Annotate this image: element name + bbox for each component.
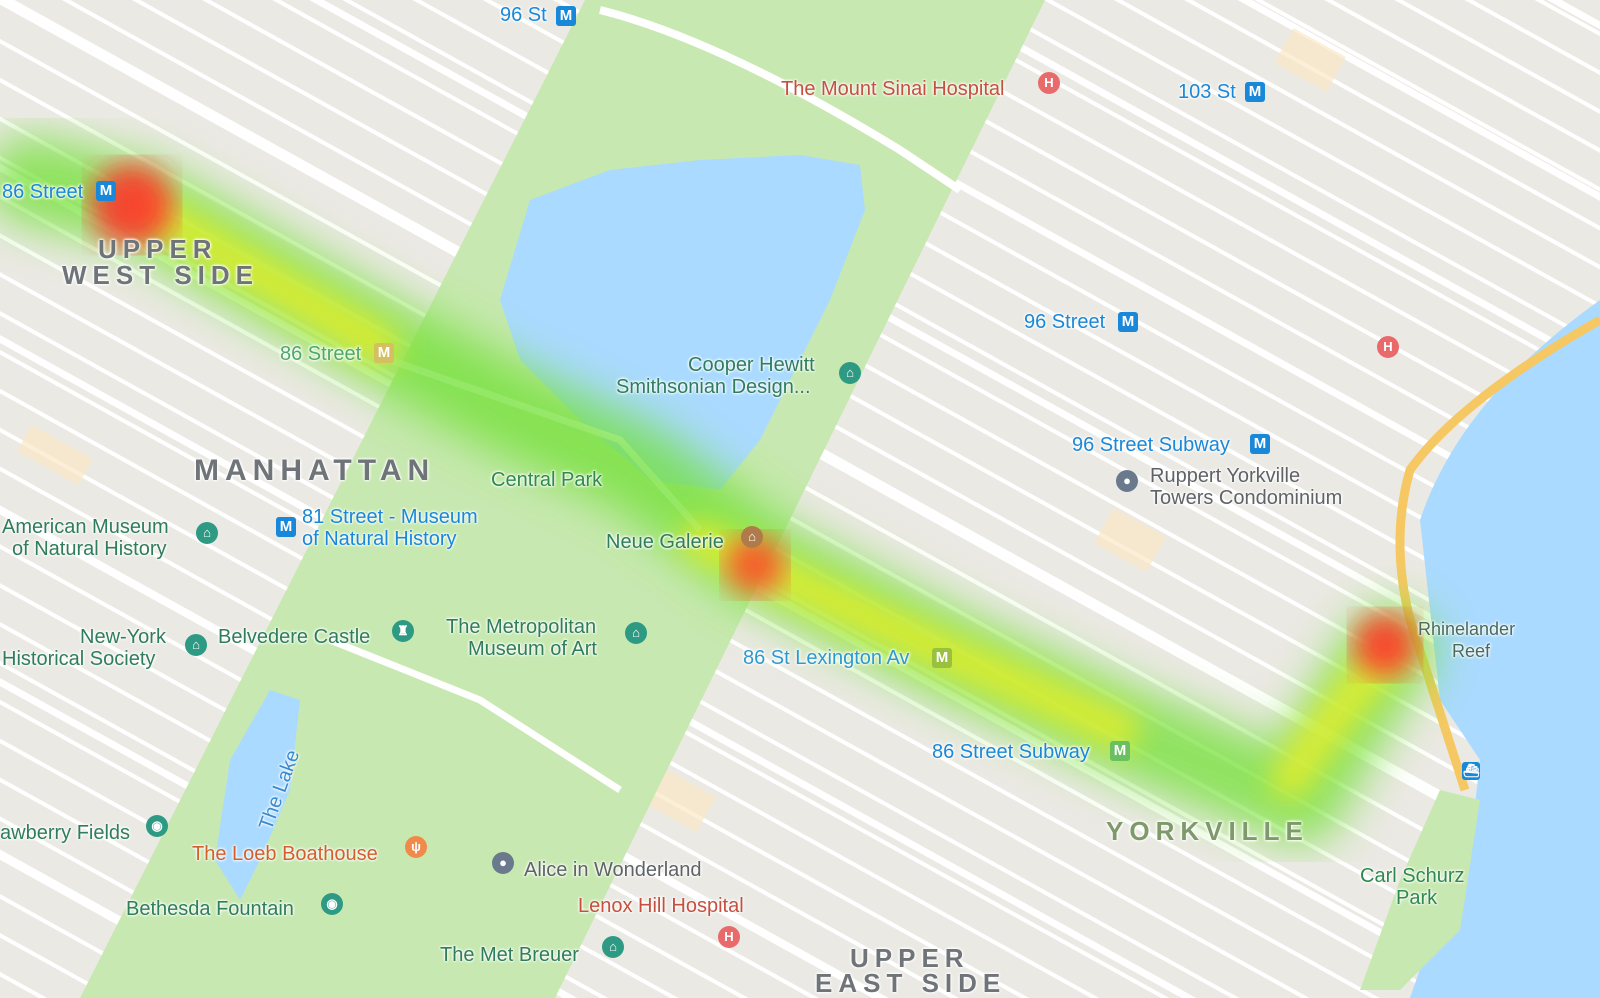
poi-label[interactable]: Belvedere Castle <box>218 626 371 648</box>
hospital-icon: H <box>1038 72 1060 94</box>
subway-station-label[interactable]: 96 Street <box>1024 311 1106 333</box>
metro-icon: M <box>1118 312 1138 332</box>
hospital-label[interactable]: Lenox Hill Hospital <box>578 895 744 917</box>
poi-label[interactable]: Cooper Hewitt <box>688 354 815 376</box>
restaurant-label[interactable]: The Loeb Boathouse <box>192 843 378 865</box>
poi-label[interactable]: The Met Breuer <box>440 944 579 966</box>
subway-station-label[interactable]: 86 Street <box>280 343 362 365</box>
park-label[interactable]: Carl Schurz <box>1360 865 1465 887</box>
ferry-icon: ⛴ <box>1462 762 1480 780</box>
metro-icon: M <box>1245 82 1265 102</box>
museum-icon: ⌂ <box>839 362 861 384</box>
poi-label[interactable]: Museum of Art <box>468 638 597 660</box>
subway-station-label[interactable]: 96 Street Subway <box>1072 434 1230 456</box>
museum-icon: ⌂ <box>196 522 218 544</box>
heat-hotspot-neue-galerie <box>725 535 785 595</box>
hospital-label[interactable]: The Mount Sinai Hospital <box>781 78 1005 100</box>
poi-label[interactable]: of Natural History <box>12 538 167 560</box>
poi-label[interactable]: Smithsonian Design... <box>616 376 811 398</box>
metro-icon: M <box>96 181 116 201</box>
poi-label[interactable]: The Metropolitan <box>446 616 597 638</box>
poi-label[interactable]: New-York <box>80 626 166 648</box>
transverse-road-79 <box>328 636 622 793</box>
camera-icon: ◉ <box>146 815 168 837</box>
poi-label[interactable]: Alice in Wonderland <box>524 859 702 881</box>
restaurant-icon: ψ <box>405 836 427 858</box>
metro-icon: M <box>1250 434 1270 454</box>
transverse-road <box>599 6 963 194</box>
hospital-icon: H <box>718 926 740 948</box>
poi-label[interactable]: American Museum <box>2 516 169 538</box>
museum-icon: ⌂ <box>602 936 624 958</box>
poi-label[interactable]: Towers Condominium <box>1150 487 1343 509</box>
heat-hotspot-rhinelander <box>1353 613 1417 677</box>
metro-icon: M <box>556 6 576 26</box>
poi-label[interactable]: Bethesda Fountain <box>126 898 294 920</box>
poi-label[interactable]: Reef <box>1452 641 1491 661</box>
east-river <box>1410 300 1600 998</box>
museum-icon: ⌂ <box>625 622 647 644</box>
hospital-icon: H <box>1377 336 1399 358</box>
poi-label[interactable]: Historical Society <box>2 648 156 670</box>
poi-label[interactable]: Neue Galerie <box>606 531 724 553</box>
subway-station-label[interactable]: 96 St <box>500 4 547 26</box>
park-label[interactable]: Park <box>1396 887 1438 909</box>
carl-schurz-park <box>1360 790 1480 990</box>
neighborhood-label: YORKVILLE <box>1106 816 1309 846</box>
neighborhood-label: UPPER <box>98 234 218 264</box>
neighborhood-label: UPPER <box>850 943 970 973</box>
subway-station-label[interactable]: 86 St Lexington Av <box>743 647 910 669</box>
poi-label[interactable]: awberry Fields <box>0 822 131 844</box>
place-pin-icon: ● <box>492 852 514 874</box>
subway-station-label[interactable]: 86 Street <box>2 181 84 203</box>
buildings <box>17 27 1346 833</box>
poi-label[interactable]: Ruppert Yorkville <box>1150 465 1301 487</box>
metro-icon: M <box>1110 741 1130 761</box>
subway-station-label[interactable]: of Natural History <box>302 528 457 550</box>
subway-station-label[interactable]: 86 Street Subway <box>932 741 1090 763</box>
park-label[interactable]: Central Park <box>491 469 603 491</box>
museum-icon: ⌂ <box>185 634 207 656</box>
metro-icon: M <box>932 648 952 668</box>
subway-station-label[interactable]: 81 Street - Museum <box>302 506 478 528</box>
neighborhood-label: MANHATTAN <box>194 454 436 487</box>
neighborhood-label: EAST SIDE <box>815 968 1007 998</box>
metro-icon: M <box>276 517 296 537</box>
place-pin-icon: ● <box>1116 470 1138 492</box>
the-lake <box>215 690 300 900</box>
subway-station-label[interactable]: 103 St <box>1178 81 1236 103</box>
neighborhood-label: WEST SIDE <box>62 260 260 290</box>
metro-icon: M <box>374 343 394 363</box>
camera-icon: ◉ <box>321 893 343 915</box>
castle-icon: ♜ <box>392 620 414 642</box>
fdr-drive <box>1395 316 1600 792</box>
museum-icon: ⌂ <box>741 526 763 548</box>
poi-label[interactable]: Rhinelander <box>1418 619 1516 639</box>
